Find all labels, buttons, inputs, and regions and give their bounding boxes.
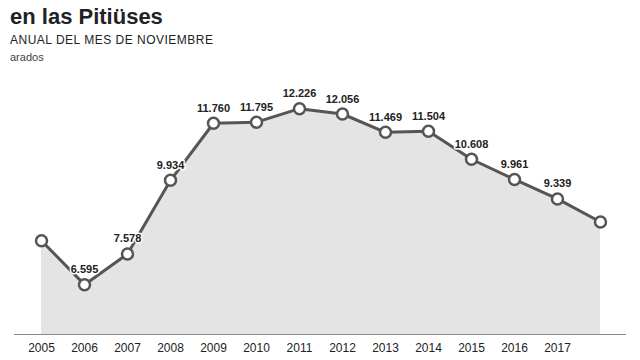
svg-text:2008: 2008 (157, 341, 184, 355)
svg-text:2014: 2014 (415, 341, 442, 355)
svg-text:2006: 2006 (71, 341, 98, 355)
svg-text:7.578: 7.578 (114, 232, 142, 244)
svg-text:2013: 2013 (372, 341, 399, 355)
html-text:arados: arados (10, 51, 44, 63)
svg-text:11.760: 11.760 (197, 102, 230, 114)
svg-text:9.934: 9.934 (157, 159, 185, 171)
svg-text:9.339: 9.339 (544, 177, 572, 189)
svg-text:11.795: 11.795 (240, 101, 273, 113)
svg-text:12.056: 12.056 (326, 93, 360, 105)
svg-text:10.608: 10.608 (455, 138, 489, 150)
html-text:en las Pitiüses: en las Pitiüses (10, 4, 163, 29)
svg-text:2011: 2011 (287, 341, 313, 355)
svg-text:11.469: 11.469 (369, 111, 402, 123)
svg-text:11.504: 11.504 (412, 110, 446, 122)
svg-text:2010: 2010 (243, 341, 270, 355)
svg-text:6.595: 6.595 (71, 263, 99, 275)
svg-text:2016: 2016 (501, 341, 528, 355)
html-text:ANUAL DEL MES DE NOVIEMBRE: ANUAL DEL MES DE NOVIEMBRE (10, 33, 214, 47)
svg-text:2009: 2009 (200, 341, 227, 355)
svg-text:2007: 2007 (114, 341, 141, 355)
svg-text:2012: 2012 (329, 341, 356, 355)
svg-text:9.961: 9.961 (501, 158, 529, 170)
svg-text:12.226: 12.226 (283, 87, 317, 99)
svg-text:2015: 2015 (458, 341, 485, 355)
svg-text:2017: 2017 (544, 341, 571, 355)
svg-text:2005: 2005 (28, 341, 55, 355)
